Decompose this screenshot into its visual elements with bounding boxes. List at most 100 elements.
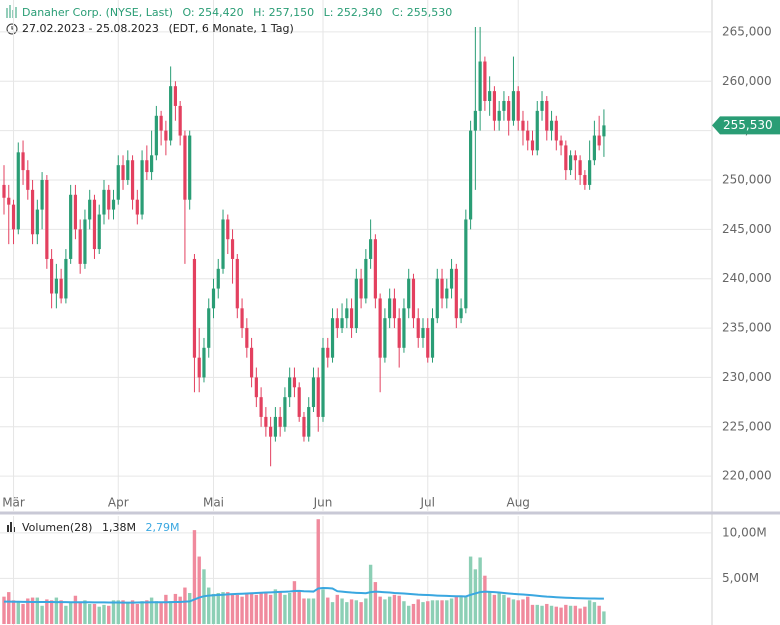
- candle-body: [473, 110, 477, 131]
- candle-body: [126, 160, 130, 180]
- volume-bar: [478, 557, 482, 624]
- candle-body: [459, 308, 463, 319]
- volume-bar: [49, 600, 54, 624]
- candle-body: [107, 189, 111, 210]
- close: C: 255,530: [391, 6, 453, 19]
- candle-body: [288, 377, 292, 398]
- candle-body: [30, 189, 35, 235]
- candle-body: [92, 199, 97, 250]
- candle-body: [211, 288, 216, 309]
- candle-body: [545, 100, 549, 131]
- open: O: 254,420: [182, 6, 244, 19]
- ma-legend: 2,79M: [145, 521, 180, 534]
- volume-title: Volumen(28): [22, 521, 93, 534]
- volume-bar: [245, 593, 249, 624]
- y-tick-label: 5,00M: [722, 571, 759, 585]
- candle-body: [592, 135, 596, 161]
- volume-bar: [602, 611, 606, 624]
- volume-bar: [102, 604, 106, 624]
- candle-body: [221, 219, 225, 269]
- volume-bar: [578, 608, 582, 624]
- y-tick-label: 220,000: [722, 469, 772, 483]
- volume-bar: [335, 594, 339, 624]
- candle-body: [378, 298, 382, 358]
- candle-body: [330, 318, 335, 358]
- volume-bar: [354, 600, 359, 624]
- volume-bar: [583, 606, 587, 624]
- candle-body: [45, 179, 49, 259]
- volume-bar: [411, 603, 416, 624]
- clock-icon: [6, 23, 18, 35]
- volume-bar: [73, 595, 78, 624]
- volume-bar: [187, 593, 192, 624]
- volume-bar: [521, 599, 525, 624]
- volume-bar: [26, 598, 30, 624]
- candle-body: [226, 219, 230, 240]
- candle-body: [188, 135, 192, 200]
- candle-body: [492, 91, 497, 121]
- candle-body: [16, 152, 20, 230]
- candle-body: [273, 416, 277, 437]
- low: L: 252,340: [323, 6, 383, 19]
- volume-bar: [240, 596, 244, 624]
- volume-bar: [297, 591, 301, 624]
- volume-bar: [587, 600, 592, 624]
- volume-bar: [140, 601, 144, 624]
- volume-bar: [7, 592, 11, 624]
- x-tick-label: Mai: [203, 496, 224, 510]
- volume-bar: [97, 606, 101, 624]
- volume-bar: [416, 599, 420, 624]
- volume-bar: [107, 605, 111, 624]
- candle-body: [340, 318, 344, 329]
- volume-bar: [111, 600, 116, 624]
- volume-bar: [535, 604, 539, 624]
- volume-bar: [302, 598, 306, 624]
- candle-body: [602, 125, 606, 137]
- candle-body: [445, 288, 449, 299]
- volume-bar: [278, 592, 282, 624]
- volume-bar: [92, 603, 97, 624]
- volume-legend: Volumen(28) 1,38M 2,79M: [22, 521, 185, 534]
- volume-bar: [30, 597, 35, 624]
- volume-bar: [426, 601, 430, 624]
- volume-bar: [126, 603, 130, 624]
- volume-bar: [168, 601, 173, 624]
- candle-body: [516, 91, 520, 121]
- volume-bar: [68, 603, 73, 624]
- candle-body: [321, 347, 325, 417]
- candle-body: [197, 357, 201, 378]
- y-tick-label: 265,000: [722, 24, 772, 38]
- y-tick-label: 235,000: [722, 321, 772, 335]
- candle-body: [130, 160, 135, 200]
- candle-body: [249, 347, 254, 378]
- volume-bar: [373, 582, 378, 624]
- volume-bar: [121, 600, 125, 624]
- volume-bar: [473, 569, 478, 624]
- volume-bar: [430, 600, 435, 624]
- volume-bar: [506, 597, 511, 624]
- volume-bar: [464, 596, 468, 624]
- candle-body: [402, 308, 406, 348]
- candle-body: [78, 229, 82, 264]
- x-tick-label: Aug: [506, 496, 529, 510]
- volume-bar: [407, 605, 411, 624]
- candle-body: [111, 199, 116, 210]
- volume-bar: [173, 593, 178, 624]
- candle-body: [245, 328, 249, 348]
- y-tick-label: 245,000: [722, 222, 772, 236]
- candle-body: [483, 61, 487, 101]
- candle-body: [464, 219, 468, 309]
- y-tick-label: 10,00M: [722, 525, 767, 539]
- volume-bar: [197, 556, 201, 624]
- candle-body: [102, 189, 106, 215]
- x-tick-label: Jul: [420, 496, 435, 510]
- candle-body: [50, 258, 54, 294]
- candle-body: [140, 160, 144, 215]
- candle-body: [326, 347, 330, 358]
- volume-bar: [340, 598, 344, 624]
- volume-bar: [35, 597, 40, 624]
- candle-body: [292, 377, 297, 388]
- candle-body: [311, 377, 316, 408]
- candle-body: [530, 140, 535, 151]
- candle-body: [35, 209, 39, 235]
